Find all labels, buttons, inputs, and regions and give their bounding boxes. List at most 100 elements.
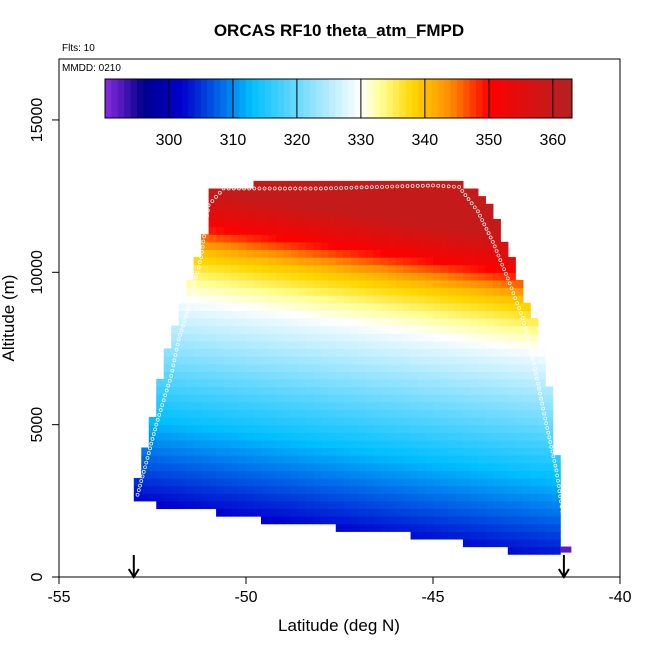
colorbar-swatch [105, 79, 112, 118]
curtain-cell [500, 439, 509, 449]
curtain-cell [395, 218, 404, 228]
curtain-cell [537, 417, 546, 426]
curtain-cell [201, 333, 210, 342]
curtain-cell [380, 409, 389, 418]
curtain-cell [455, 234, 464, 243]
curtain-cell [373, 462, 382, 471]
flight-path-point [463, 193, 468, 197]
curtain-cell [388, 363, 397, 372]
curtain-cell [335, 508, 344, 517]
curtain-cell [492, 470, 501, 479]
curtain-cell [447, 333, 457, 342]
flight-path-point [558, 494, 563, 499]
curtain-cell [335, 310, 344, 319]
colorbar-swatch [514, 79, 522, 118]
curtain-cell [350, 325, 359, 334]
curtain-cell [163, 356, 172, 365]
curtain-cell [380, 180, 389, 190]
curtain-cell [470, 333, 479, 342]
curtain-cell [238, 493, 247, 502]
curtain-cell [208, 226, 217, 235]
curtain-cell [373, 455, 382, 464]
curtain-cell [447, 196, 457, 205]
flight-path-point [181, 323, 185, 328]
curtain-cell [515, 371, 524, 380]
curtain-cell [425, 257, 434, 266]
curtain-cell [133, 485, 142, 494]
curtain-cell [208, 409, 217, 418]
curtain-cell [193, 439, 202, 449]
curtain-cell [365, 447, 374, 456]
curtain-cell [522, 508, 531, 517]
curtain-cell [388, 264, 397, 273]
curtain-cell [350, 394, 359, 403]
curtain-cell [477, 378, 486, 388]
flight-path-point [344, 185, 349, 190]
curtain-cell [530, 531, 539, 540]
curtain-cell [201, 394, 210, 403]
curtain-cell [507, 485, 516, 494]
curtain-cell [395, 455, 404, 464]
curtain-cell [260, 409, 270, 418]
curtain-cell [447, 318, 457, 327]
colorbar-tick-label: 320 [284, 132, 311, 149]
curtain-cell [418, 188, 427, 197]
curtain-cell [365, 493, 374, 502]
curtain-cell [350, 356, 359, 365]
flight-path-point [262, 186, 267, 191]
curtain-cell [186, 363, 195, 372]
colorbar-tick-label: 350 [475, 132, 502, 149]
curtain-cell [477, 226, 486, 235]
curtain-cell [335, 523, 344, 532]
curtain-cell [231, 234, 240, 243]
curtain-cell [403, 470, 412, 479]
curtain-cell [223, 424, 232, 433]
curtain-cell [350, 477, 359, 487]
curtain-cell [290, 493, 299, 502]
curtain-cell [470, 523, 479, 532]
flight-path-point [522, 321, 526, 325]
curtain-cell [313, 417, 322, 426]
curtain-cell [275, 462, 284, 471]
flight-path-point [359, 185, 364, 190]
curtain-cell [545, 531, 554, 540]
curtain-cell [343, 523, 352, 532]
curtain-cell [253, 241, 262, 251]
curtain-cell [335, 295, 344, 304]
flight-path-point [523, 326, 528, 331]
curtain-cell [455, 333, 464, 342]
curtain-cell [447, 226, 457, 235]
flight-path-point [190, 290, 195, 295]
curtain-cell [500, 386, 509, 395]
curtain-cell [365, 401, 374, 411]
curtain-cell [418, 401, 427, 411]
curtain-cell [171, 485, 180, 494]
x-axis-title: Latitude (deg N) [278, 616, 400, 635]
curtain-cell [246, 386, 255, 395]
curtain-cell [515, 340, 524, 350]
curtain-cell [455, 340, 464, 350]
curtain-cell [290, 226, 299, 235]
curtain-cell [433, 234, 442, 243]
curtain-cell [462, 508, 471, 517]
curtain-cell [485, 325, 494, 334]
flight-path-point [469, 201, 474, 206]
curtain-cell [500, 371, 509, 380]
curtain-cell [335, 417, 344, 426]
curtain-cell [223, 287, 232, 296]
y-axis-title: Altitude (m) [0, 275, 18, 362]
curtain-cell [485, 318, 494, 327]
curtain-cell [433, 257, 442, 266]
curtain-cell [156, 378, 165, 388]
curtain-cell [485, 439, 494, 449]
curtain-cell [477, 409, 486, 418]
curtain-cell [208, 295, 217, 304]
colorbar-tick-label: 340 [412, 132, 439, 149]
curtain-cell [470, 417, 479, 426]
curtain-cell [298, 485, 307, 494]
curtain-cell [418, 394, 427, 403]
curtain-cell [477, 401, 486, 411]
curtain-cell [148, 493, 157, 502]
curtain-cell [433, 310, 442, 319]
curtain-cell [418, 500, 427, 510]
